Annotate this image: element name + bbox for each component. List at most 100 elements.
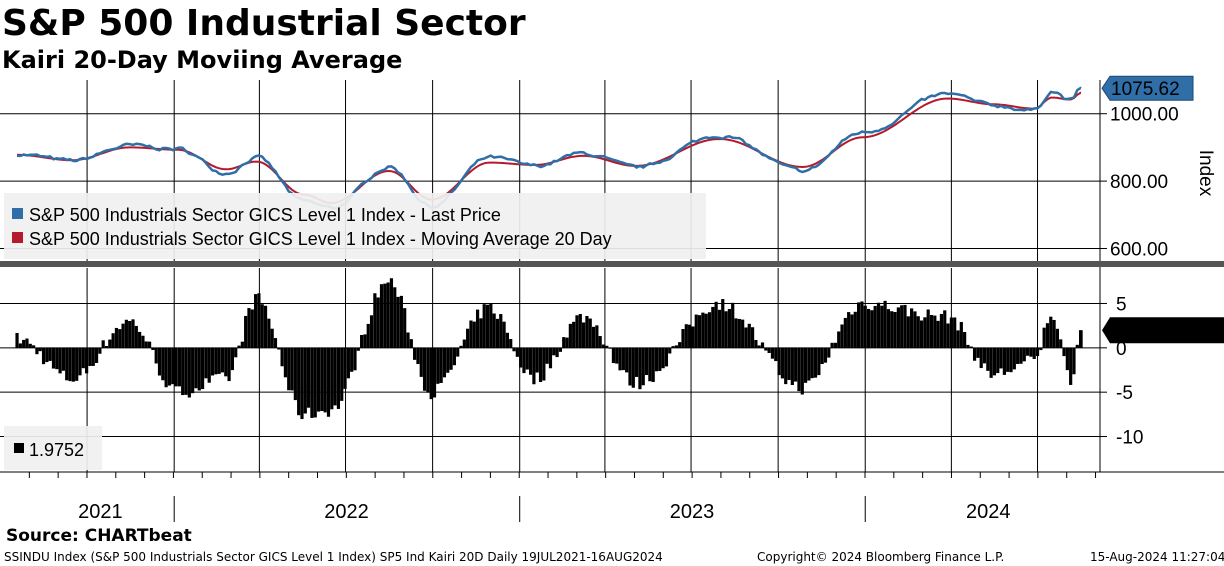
kairi-bar: [257, 293, 261, 348]
kairi-bar: [164, 347, 168, 388]
kairi-bar: [492, 313, 496, 348]
kairi-bar: [800, 347, 804, 395]
kairi-bar: [399, 295, 403, 348]
year-label-2022: 2022: [324, 501, 369, 523]
kairi-bar: [1052, 319, 1056, 348]
kairi-bar: [989, 347, 993, 378]
kairi-bar: [837, 331, 841, 348]
kairi-bar: [1042, 327, 1046, 348]
kairi-bar: [528, 347, 533, 375]
kairi-bar: [863, 305, 867, 348]
year-label-2024: 2024: [966, 501, 1011, 523]
kairi-bar: [502, 321, 506, 348]
kairi-bar: [969, 346, 973, 348]
kairi-bar: [787, 347, 791, 380]
kairi-bar: [194, 347, 198, 389]
kairi-bar: [532, 347, 536, 385]
kairi-bar: [320, 347, 324, 411]
year-label-2023: 2023: [670, 501, 715, 523]
kairi-bar: [244, 315, 248, 348]
kairi-bar: [247, 308, 251, 348]
kairi-legend-swatch: [14, 443, 24, 453]
kairi-bar: [25, 338, 29, 348]
kairi-bar: [346, 347, 350, 379]
kairi-bar: [293, 347, 297, 401]
kairi-bar: [780, 347, 785, 379]
kairi-bar: [393, 287, 397, 348]
kairi-bar: [1049, 316, 1053, 348]
kairi-bar: [482, 304, 486, 348]
kairi-bar: [986, 347, 990, 371]
kairi-bar: [671, 346, 675, 348]
kairi-bar: [81, 347, 85, 369]
kairi-bar: [601, 344, 606, 348]
kairi-bar: [422, 347, 427, 391]
kairi-bar: [485, 304, 490, 348]
kairi-bar: [369, 315, 374, 348]
kairi-bar: [714, 301, 718, 348]
kairi-bar: [691, 326, 695, 348]
kairi-bar: [94, 347, 99, 363]
kairi-bar: [684, 324, 688, 348]
kairi-bar: [366, 323, 370, 348]
kairi-bar: [582, 322, 586, 348]
kairi-bar: [141, 335, 145, 348]
kairi-bar: [850, 314, 854, 348]
kairi-bar: [648, 347, 652, 382]
kairi-bar: [754, 339, 758, 348]
kairi-bar: [982, 347, 987, 364]
kairi-bar: [227, 347, 231, 382]
kairi-bar: [910, 308, 914, 348]
kairi-bar: [22, 339, 26, 348]
kairi-bar: [943, 310, 947, 348]
kairi-bar: [356, 347, 360, 351]
kairi-bar: [760, 342, 765, 348]
kairi-bar: [996, 347, 1000, 374]
kairi-bar: [807, 347, 811, 381]
kairi-bar: [462, 339, 466, 348]
kairi-bar: [360, 334, 364, 348]
kairi-bar: [966, 344, 970, 348]
kairi-bar: [446, 347, 450, 373]
kairi-bar: [273, 338, 278, 348]
kairi-bar: [326, 347, 331, 417]
kairi-bar: [343, 347, 347, 389]
kairi-bar: [18, 343, 22, 348]
kairi-bar: [91, 347, 95, 366]
kairi-bar: [396, 296, 400, 348]
kairi-bar: [654, 347, 659, 372]
kairi-bar: [287, 347, 291, 391]
kairi-bar: [757, 345, 761, 348]
kairi-bar: [770, 347, 775, 359]
kairi-bar: [913, 311, 917, 348]
kairi-bar: [475, 309, 480, 348]
kairi-bar: [45, 347, 49, 363]
kairi-bar: [1022, 347, 1026, 362]
kairi-bar: [187, 347, 191, 398]
kairi-bar: [1065, 347, 1069, 371]
kairi-bar: [406, 332, 410, 348]
kairi-bar: [1075, 344, 1079, 348]
kairi-bar: [220, 347, 225, 373]
kairi-bar: [204, 347, 208, 379]
ytick-label-kairi: 5: [1116, 294, 1127, 315]
kairi-bar: [578, 313, 582, 348]
ytick-label-price: 600.00: [1110, 240, 1168, 261]
kairi-bar: [548, 347, 553, 369]
ytick-label-price: 800.00: [1110, 172, 1168, 193]
kairi-bar: [416, 347, 420, 365]
kairi-bar: [1055, 328, 1060, 348]
kairi-bar: [866, 308, 871, 348]
kairi-bar: [896, 307, 900, 348]
kairi-bar: [191, 347, 195, 394]
kairi-bar: [104, 346, 109, 348]
kairi-bar: [810, 347, 814, 379]
kairi-bar: [618, 347, 622, 371]
kairi-bar: [300, 347, 304, 420]
kairi-bar: [151, 347, 155, 350]
kairi-bar: [98, 347, 102, 354]
kairi-bar: [847, 312, 851, 348]
kairi-bar: [585, 316, 589, 348]
kairi-bar: [124, 319, 128, 348]
